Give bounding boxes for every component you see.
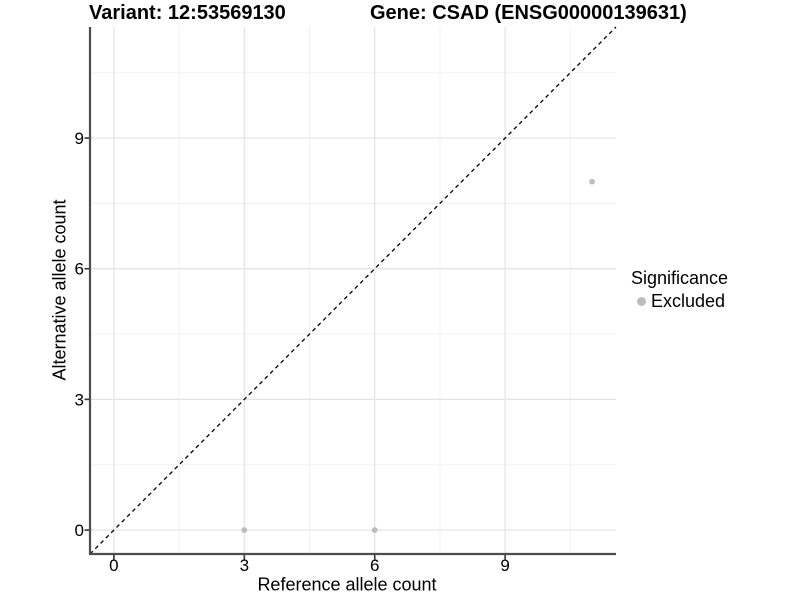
identity-line	[89, 26, 617, 555]
y-tick-label: 3	[75, 390, 84, 409]
axis-spines	[88, 27, 616, 556]
data-point	[371, 527, 378, 533]
y-tick-label: 9	[75, 129, 84, 148]
x-tick-label: 6	[370, 556, 379, 575]
plot-title-variant: Variant: 12:53569130	[89, 2, 286, 24]
legend: Significance Excluded	[631, 268, 728, 311]
y-axis-title: Alternative allele count	[49, 199, 70, 381]
plot-title-gene: Gene: CSAD (ENSG00000139631)	[370, 2, 687, 24]
x-tick-label: 3	[240, 556, 249, 575]
data-point	[241, 527, 248, 533]
excluded-point-icon	[637, 296, 646, 306]
x-tick-label: 0	[109, 556, 118, 575]
x-tick-label: 9	[500, 556, 509, 575]
data-point	[589, 178, 595, 185]
legend-item-label: Excluded	[651, 290, 726, 311]
legend-item-excluded: Excluded	[631, 291, 728, 311]
y-tick-label: 0	[75, 521, 84, 540]
y-tick-label: 6	[75, 260, 84, 279]
legend-title: Significance	[631, 268, 729, 288]
x-axis-title: Reference allele count	[257, 574, 437, 595]
